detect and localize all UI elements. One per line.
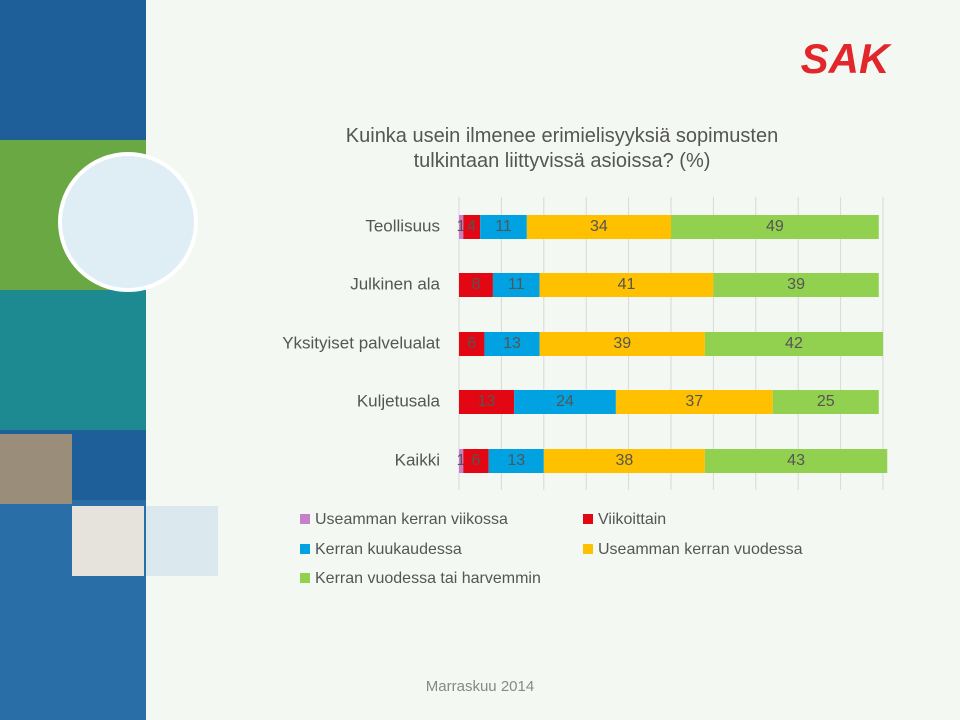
legend-swatch bbox=[583, 514, 593, 524]
photo bbox=[146, 506, 218, 576]
data-label: 37 bbox=[685, 393, 703, 410]
data-label: 38 bbox=[615, 452, 633, 469]
bar-segment bbox=[463, 215, 481, 239]
category-label: Kuljetusala bbox=[357, 391, 441, 410]
bar-segment bbox=[459, 449, 464, 473]
category-label: Kaikki bbox=[395, 450, 440, 469]
data-label: 42 bbox=[785, 335, 803, 352]
data-label: 6 bbox=[467, 335, 476, 352]
bar-segment bbox=[459, 273, 493, 297]
bar-segment bbox=[459, 390, 515, 414]
photo bbox=[72, 506, 144, 576]
side-panel-teal bbox=[0, 290, 146, 430]
data-label: 49 bbox=[766, 218, 784, 235]
legend-label: Kerran vuodessa tai harvemmin bbox=[315, 570, 541, 587]
bar-segment bbox=[526, 215, 671, 239]
data-label: 8 bbox=[472, 276, 481, 293]
bar-segment bbox=[459, 215, 464, 239]
data-label: 39 bbox=[613, 335, 631, 352]
category-label: Julkinen ala bbox=[350, 274, 440, 293]
data-label: 34 bbox=[590, 218, 608, 235]
logo: SAK bbox=[801, 35, 892, 82]
bar-segment bbox=[539, 332, 705, 356]
bar-segment bbox=[543, 449, 705, 473]
legend-label: Useamman kerran viikossa bbox=[315, 511, 508, 528]
data-label: 43 bbox=[787, 452, 805, 469]
category-label: Yksityiset palvelualat bbox=[282, 333, 440, 352]
data-label: 13 bbox=[507, 452, 525, 469]
legend-label: Kerran kuukaudessa bbox=[315, 541, 462, 558]
bar-segment bbox=[492, 273, 540, 297]
data-label: 25 bbox=[817, 393, 835, 410]
bar-segment bbox=[488, 449, 544, 473]
data-label: 39 bbox=[787, 276, 805, 293]
photo bbox=[0, 434, 72, 504]
data-label: 1 bbox=[457, 218, 466, 235]
bar-segment bbox=[463, 449, 489, 473]
category-label: Teollisuus bbox=[365, 216, 440, 235]
bar-segment bbox=[615, 390, 773, 414]
data-label: 4 bbox=[467, 218, 476, 235]
bar-segment bbox=[704, 449, 888, 473]
legend-swatch bbox=[300, 544, 310, 554]
legend-swatch bbox=[300, 573, 310, 583]
data-label: 13 bbox=[503, 335, 521, 352]
data-label: 11 bbox=[495, 218, 512, 235]
bar-segment bbox=[484, 332, 540, 356]
data-label: 11 bbox=[508, 276, 525, 293]
bar-segment bbox=[772, 390, 879, 414]
data-label: 41 bbox=[618, 276, 636, 293]
footer-date: Marraskuu 2014 bbox=[426, 678, 534, 695]
legend-label: Viikoittain bbox=[598, 511, 666, 528]
chart-title: Kuinka usein ilmenee erimielisyyksiä sop… bbox=[345, 125, 779, 172]
bar-segment bbox=[713, 273, 879, 297]
data-label: 1 bbox=[457, 452, 466, 469]
data-label: 13 bbox=[478, 393, 496, 410]
bar-segment bbox=[480, 215, 527, 239]
bar-segment bbox=[704, 332, 883, 356]
bar-segment bbox=[539, 273, 714, 297]
data-label: 6 bbox=[472, 452, 481, 469]
bar-segment bbox=[459, 332, 485, 356]
bar-segment bbox=[671, 215, 879, 239]
legend-label: Useamman kerran vuodessa bbox=[598, 541, 803, 558]
background bbox=[146, 0, 960, 720]
data-label: 24 bbox=[556, 393, 574, 410]
legend-swatch bbox=[300, 514, 310, 524]
bar-segment bbox=[514, 390, 616, 414]
legend-swatch bbox=[583, 544, 593, 554]
photo-circle bbox=[58, 152, 198, 292]
